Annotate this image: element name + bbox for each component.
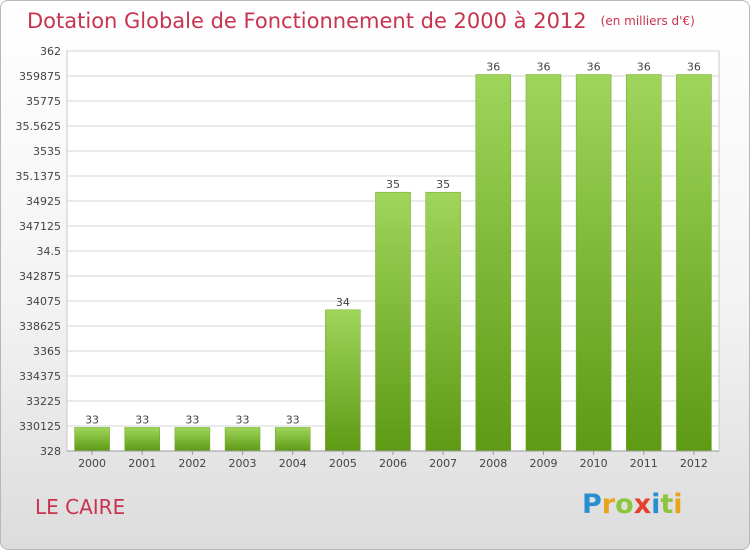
bar [174, 427, 211, 452]
bar [325, 309, 361, 452]
bar-value-label: 34 [336, 296, 350, 309]
chart-unit: (en milliers d'€) [600, 14, 695, 28]
bar [274, 427, 311, 452]
y-tick-label: 334375 [19, 370, 61, 383]
y-tick-label: 359875 [19, 70, 61, 83]
bar-value-label: 33 [286, 413, 300, 426]
y-tick-label: 362 [40, 45, 61, 58]
bar [124, 427, 160, 452]
bar-value-label: 36 [486, 61, 500, 74]
commune-name: LE CAIRE [35, 495, 126, 519]
y-tick-label: 34.5 [37, 245, 62, 258]
y-tick-label: 35775 [26, 95, 61, 108]
bar [224, 427, 261, 452]
x-tick-label: 2005 [329, 457, 357, 470]
bar-value-label: 33 [85, 413, 99, 426]
y-tick-label: 33225 [26, 395, 61, 408]
y-tick-label: 330125 [19, 420, 61, 433]
bar-value-label: 35 [386, 178, 400, 191]
y-tick-label: 3365 [33, 345, 61, 358]
y-tick-label: 338625 [19, 320, 61, 333]
y-tick-label: 35.1375 [16, 170, 62, 183]
x-tick-label: 2010 [580, 457, 608, 470]
x-tick-label: 2002 [178, 457, 206, 470]
y-tick-label: 342875 [19, 270, 61, 283]
x-tick-label: 2003 [229, 457, 257, 470]
y-tick-label: 328 [40, 445, 61, 458]
bar [475, 74, 512, 452]
x-tick-label: 2004 [279, 457, 307, 470]
x-tick-label: 2000 [78, 457, 106, 470]
bar-value-label: 33 [185, 413, 199, 426]
bar-value-label: 36 [587, 61, 601, 74]
x-tick-label: 2001 [128, 457, 156, 470]
bar [626, 74, 662, 452]
y-tick-label: 35.5625 [16, 120, 62, 133]
bar-value-label: 33 [135, 413, 149, 426]
bar [575, 74, 612, 452]
bar [525, 74, 562, 452]
x-tick-label: 2009 [529, 457, 557, 470]
y-tick-label: 347125 [19, 220, 61, 233]
bar-value-label: 35 [436, 178, 450, 191]
bar [375, 191, 411, 452]
bar-value-label: 36 [637, 61, 651, 74]
y-tick-label: 3535 [33, 145, 61, 158]
chart-title: Dotation Globale de Fonctionnement de 20… [27, 9, 695, 33]
bar-value-label: 33 [236, 413, 250, 426]
chart-title-text: Dotation Globale de Fonctionnement de 20… [27, 9, 587, 33]
bar [676, 74, 712, 452]
x-tick-label: 2008 [479, 457, 507, 470]
proxiti-logo: Proxiti [582, 489, 683, 520]
y-tick-label: 34925 [26, 195, 61, 208]
x-tick-label: 2007 [429, 457, 457, 470]
bar [74, 427, 110, 452]
x-tick-label: 2006 [379, 457, 407, 470]
bar-value-label: 36 [536, 61, 550, 74]
bar [425, 191, 461, 452]
y-tick-label: 34075 [26, 295, 61, 308]
x-tick-label: 2012 [680, 457, 708, 470]
x-tick-label: 2011 [630, 457, 658, 470]
bar-value-label: 36 [687, 61, 701, 74]
